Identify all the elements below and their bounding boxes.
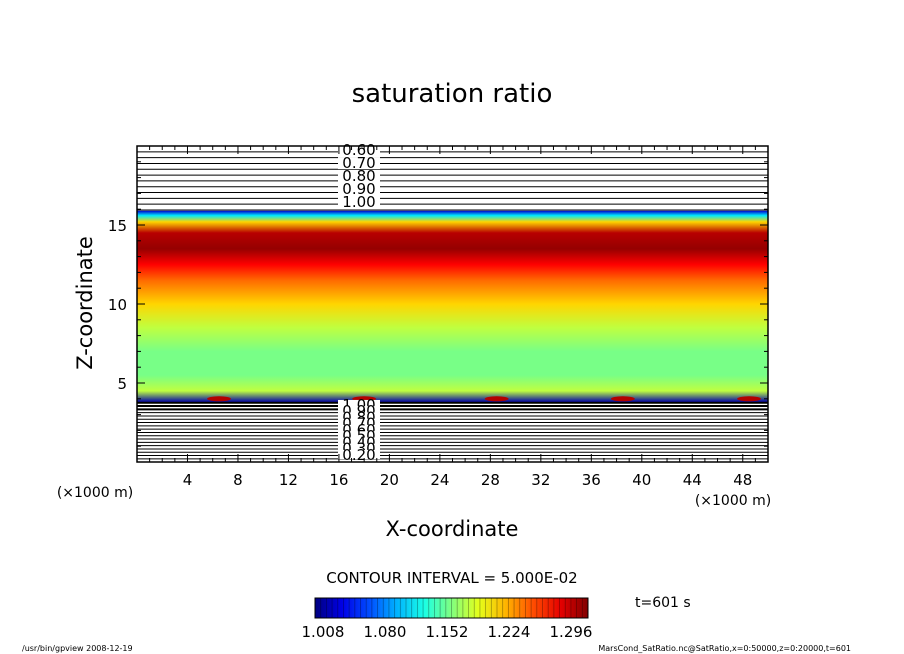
contour-label-bg [338, 412, 380, 422]
y-axis-unit: (×1000 m) [57, 485, 133, 501]
x-tick-label: 16 [329, 471, 348, 489]
x-tick-label: 4 [183, 471, 193, 489]
surface-maximum [207, 396, 232, 402]
footer-left: /usr/bin/gpview 2008-12-19 [22, 644, 133, 653]
y-axis-ticks: 5 10 15 [108, 161, 768, 447]
contour-label-bg [338, 418, 380, 428]
x-tick-label: 44 [683, 471, 702, 489]
colorbar-stripes [320, 598, 583, 618]
surface-maximum [610, 396, 635, 402]
contour-label: 0.20 [342, 446, 375, 464]
colorbar-tick-label: 1.008 [302, 623, 345, 641]
upper-contour-lines [137, 146, 768, 211]
x-axis-unit: (×1000 m) [695, 493, 771, 509]
contour-label-bg [338, 196, 380, 209]
y-tick-label: 15 [108, 217, 127, 235]
contour-label-bg [338, 157, 380, 170]
colorbar-tick-label: 1.224 [488, 623, 531, 641]
contour-label-bg [338, 183, 380, 196]
y-tick-label: 5 [117, 375, 127, 393]
colorbar-tick-label: 1.296 [550, 623, 593, 641]
surface-maximum [484, 396, 509, 402]
plot-area [137, 146, 768, 460]
x-tick-label: 28 [481, 471, 500, 489]
x-tick-label: 24 [430, 471, 449, 489]
x-tick-label: 12 [279, 471, 298, 489]
contour-label: 0.90 [342, 180, 375, 198]
y-axis-label: Z-coordinate [73, 236, 97, 370]
y-tick-label: 10 [108, 296, 127, 314]
contour-label-bg [338, 144, 380, 156]
x-tick-label: 36 [582, 471, 601, 489]
contour-label-bg [338, 406, 380, 416]
x-tick-label: 48 [733, 471, 752, 489]
surface-maximum [737, 396, 762, 402]
contour-label-bg [338, 424, 380, 434]
contour-label-bg [338, 437, 380, 447]
x-tick-label: 20 [380, 471, 399, 489]
x-tick-label: 8 [233, 471, 243, 489]
lower-contour-labels: 1.000.900.800.700.600.500.400.300.20 [338, 396, 380, 464]
colorbar [314, 597, 589, 619]
x-axis-label: X-coordinate [386, 517, 519, 541]
contour-label: 0.70 [342, 154, 375, 172]
x-tick-label: 32 [531, 471, 550, 489]
chart-title: saturation ratio [352, 79, 553, 109]
contour-label-bg [338, 170, 380, 183]
contour-label: 0.80 [342, 167, 375, 185]
colorbar-tick-labels: 1.008 1.080 1.152 1.224 1.296 [302, 623, 593, 641]
x-tick-label: 40 [632, 471, 651, 489]
saturation-band [137, 210, 768, 402]
contour-label-bg [338, 431, 380, 441]
contour-label-bg [338, 443, 380, 453]
time-label: t=601 s [635, 595, 691, 611]
footer-right: MarsCond_SatRatio.nc@SatRatio,x=0:50000,… [598, 644, 851, 653]
x-axis-ticks: 4 8 12 16 20 24 28 32 36 40 44 48 [149, 146, 756, 489]
colorbar-tick-label: 1.080 [364, 623, 407, 641]
contour-label-bg [338, 450, 380, 459]
contour-label: 1.00 [342, 193, 375, 211]
colorbar-tick-label: 1.152 [426, 623, 469, 641]
lower-contour-lines [137, 401, 768, 460]
upper-contour-labels: 0.600.700.800.901.00 [338, 141, 380, 211]
contour-interval-text: CONTOUR INTERVAL = 5.000E-02 [326, 569, 577, 587]
contour-label-bg [338, 399, 380, 409]
